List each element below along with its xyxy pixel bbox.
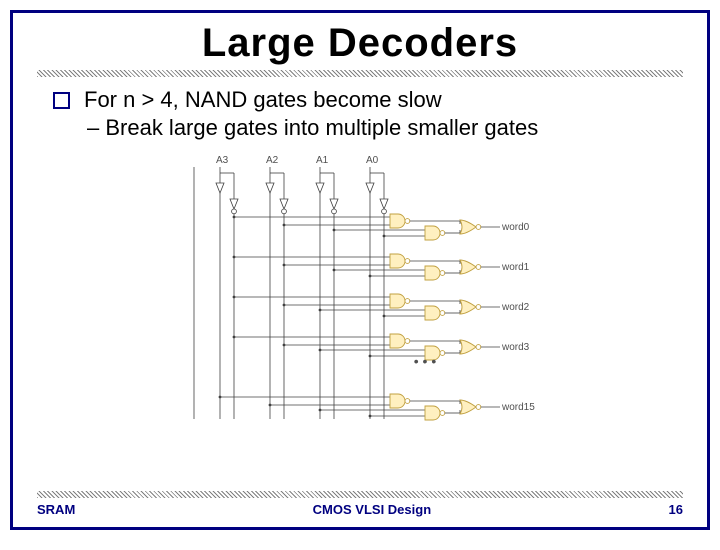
footer-left: SRAM — [37, 502, 75, 517]
bullet-square-icon — [53, 92, 70, 109]
svg-text:A0: A0 — [366, 155, 379, 166]
decoder-diagram: A3 A2 A1 A0 word0 word1 word2 word3 word15 • • • — [180, 151, 540, 421]
slide-frame: Large Decoders For n > 4, NAND gates bec… — [10, 10, 710, 530]
svg-text:• • •: • • • — [414, 353, 437, 369]
content-area: For n > 4, NAND gates become slow – Brea… — [53, 87, 667, 141]
footer-decor — [37, 491, 683, 498]
bullet-text: For n > 4, NAND gates become slow — [84, 87, 442, 113]
svg-text:A3: A3 — [216, 155, 229, 166]
svg-text:word3: word3 — [501, 342, 530, 353]
footer-area: SRAM CMOS VLSI Design 16 — [13, 487, 707, 517]
footer-center: CMOS VLSI Design — [313, 502, 431, 517]
svg-text:word15: word15 — [501, 402, 535, 413]
bullet-row: For n > 4, NAND gates become slow — [53, 87, 667, 113]
footer-row: SRAM CMOS VLSI Design 16 — [37, 502, 683, 517]
slide-title: Large Decoders — [13, 21, 707, 66]
svg-text:word0: word0 — [501, 222, 530, 233]
svg-text:word1: word1 — [501, 262, 530, 273]
title-decor — [37, 70, 683, 77]
sub-bullet-text: – Break large gates into multiple smalle… — [87, 115, 667, 141]
svg-text:A2: A2 — [266, 155, 279, 166]
svg-text:A1: A1 — [316, 155, 329, 166]
footer-right: 16 — [669, 502, 683, 517]
svg-text:word2: word2 — [501, 302, 530, 313]
